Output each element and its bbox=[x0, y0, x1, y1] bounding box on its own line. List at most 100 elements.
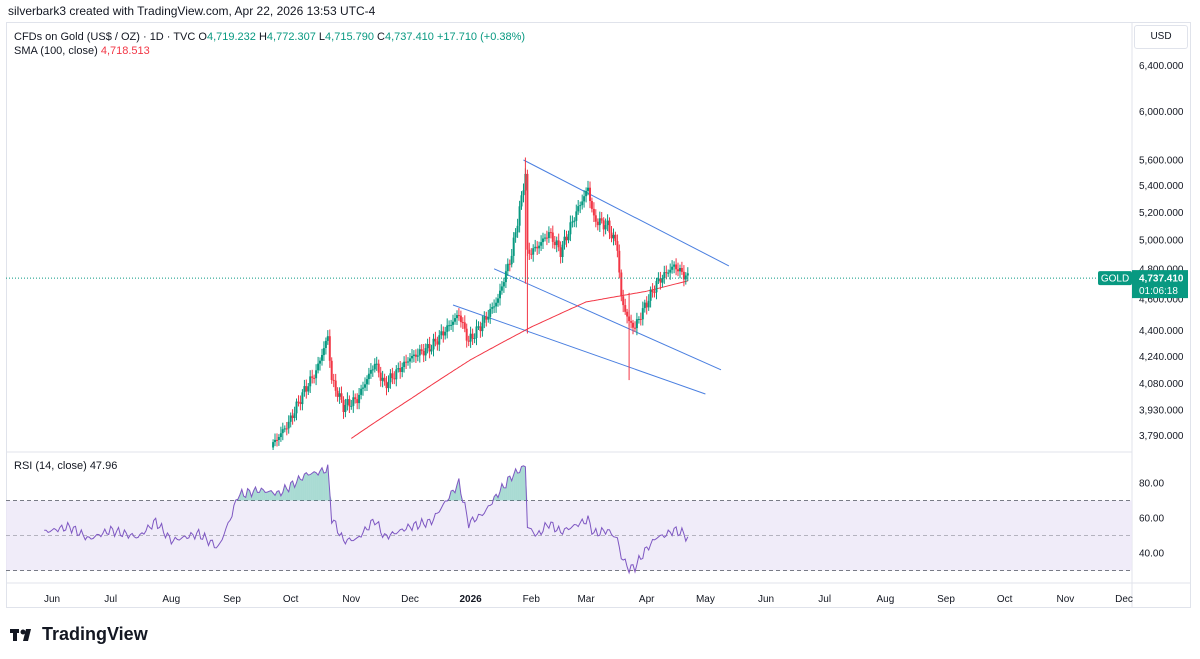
candle-body bbox=[317, 363, 320, 371]
candle-body bbox=[610, 232, 613, 239]
price-axis-label: 3,930.000 bbox=[1139, 406, 1184, 417]
candle-body bbox=[569, 222, 572, 235]
candle-body bbox=[573, 220, 576, 222]
candle-body bbox=[585, 190, 588, 197]
candle-body bbox=[377, 363, 380, 373]
rsi-overbought-fill bbox=[275, 491, 277, 501]
rsi-overbought-fill bbox=[261, 488, 264, 501]
tradingview-logo[interactable]: TradingView bbox=[10, 624, 148, 645]
time-axis-label: Aug bbox=[162, 594, 180, 605]
rsi-overbought-fill bbox=[322, 467, 324, 501]
price-axis-label: 4,240.000 bbox=[1139, 352, 1184, 363]
candle-body bbox=[358, 394, 361, 404]
time-axis-label: Oct bbox=[283, 594, 299, 605]
rsi-overbought-fill bbox=[290, 481, 293, 501]
rsi-line bbox=[44, 464, 689, 575]
candle-body bbox=[436, 341, 439, 345]
candle-body bbox=[551, 232, 554, 242]
time-axis-label: Oct bbox=[997, 594, 1013, 605]
currency-selector[interactable]: USD bbox=[1134, 25, 1188, 49]
candle-body bbox=[626, 311, 629, 317]
candle-body bbox=[463, 322, 466, 329]
candle-body bbox=[352, 397, 355, 406]
time-axis-label: Dec bbox=[401, 594, 419, 605]
candle-body bbox=[632, 322, 634, 328]
candle-body bbox=[321, 355, 323, 361]
candle-body bbox=[608, 220, 611, 233]
rsi-overbought-fill bbox=[323, 472, 326, 501]
candle-body bbox=[571, 221, 574, 223]
candle-body bbox=[279, 433, 282, 438]
candle-body bbox=[424, 348, 427, 356]
rsi-layer bbox=[44, 464, 689, 575]
rsi-band-layer bbox=[6, 500, 1132, 571]
candle-body bbox=[479, 326, 482, 332]
candle-body bbox=[328, 336, 331, 361]
candle-body bbox=[577, 206, 580, 212]
rsi-overbought-fill bbox=[320, 467, 322, 501]
candle-body bbox=[397, 368, 400, 370]
candle-body bbox=[448, 325, 451, 327]
candle-body bbox=[616, 241, 619, 251]
candle-body bbox=[401, 367, 404, 372]
candle-body bbox=[461, 322, 464, 323]
rsi-overbought-fill bbox=[298, 475, 301, 501]
candle-body bbox=[432, 338, 435, 350]
time-axis-label: Nov bbox=[342, 594, 360, 605]
candle-body bbox=[428, 344, 431, 352]
candle-body bbox=[336, 390, 339, 397]
candle-body bbox=[602, 220, 605, 230]
chart-attribution: silverbark3 created with TradingView.com… bbox=[8, 4, 376, 18]
symbol-tag-box bbox=[1098, 271, 1132, 286]
candle-body bbox=[538, 245, 541, 249]
candle-body bbox=[553, 241, 556, 246]
candle-body bbox=[497, 298, 499, 303]
rsi-overbought-fill bbox=[277, 490, 279, 501]
sma-value: 4,718.513 bbox=[100, 45, 150, 57]
rsi-legend[interactable]: RSI (14, close) 47.96 bbox=[14, 460, 117, 472]
candle-body bbox=[590, 201, 593, 209]
candle-body bbox=[653, 292, 656, 293]
candle-body bbox=[418, 349, 421, 356]
rsi-overbought-fill bbox=[306, 472, 309, 501]
candle-body bbox=[630, 321, 633, 323]
rsi-overbought-fill bbox=[259, 488, 262, 501]
candle-body bbox=[555, 240, 558, 246]
candle-body bbox=[364, 384, 366, 388]
rsi-label: RSI (14, close) bbox=[14, 460, 87, 472]
candle-body bbox=[322, 348, 325, 356]
rsi-overbought-fill bbox=[318, 471, 320, 501]
price-tag-value: 4,737.410 bbox=[1139, 274, 1184, 285]
candle-body bbox=[545, 237, 548, 239]
candle-body bbox=[612, 234, 615, 239]
candle-body bbox=[281, 429, 284, 434]
candle-body bbox=[326, 336, 329, 341]
candle-body bbox=[669, 269, 672, 273]
price-axis: 6,400.000 6,000.000 5,600.000 5,400.000 5,20… bbox=[1139, 61, 1184, 442]
time-axis-label: 2026 bbox=[459, 594, 482, 605]
close-label: C bbox=[377, 31, 385, 43]
low-value: 4,715.790 bbox=[325, 31, 374, 43]
candle-body bbox=[305, 386, 308, 392]
candle-body bbox=[671, 266, 674, 270]
candle-body bbox=[516, 225, 519, 233]
tradingview-logo-icon bbox=[10, 628, 31, 641]
candle-body bbox=[489, 309, 492, 317]
candle-body bbox=[592, 208, 595, 216]
candle-body bbox=[643, 302, 646, 309]
candle-body bbox=[340, 393, 343, 400]
candle-body bbox=[540, 242, 543, 246]
candle-body bbox=[332, 379, 335, 381]
time-axis-label: May bbox=[696, 594, 715, 605]
candle-body bbox=[522, 190, 525, 196]
candle-body bbox=[544, 237, 546, 239]
time-axis-label: Mar bbox=[577, 594, 595, 605]
candle-body bbox=[624, 305, 627, 312]
symbol-legend[interactable]: CFDs on Gold (US$ / OZ) · 1D · TVC O4,71… bbox=[14, 30, 525, 58]
candle-body bbox=[301, 392, 304, 405]
candle-body bbox=[434, 338, 437, 342]
price-axis-label: 6,000.000 bbox=[1139, 107, 1184, 118]
candle-body bbox=[293, 413, 296, 418]
time-axis-label: Feb bbox=[523, 594, 541, 605]
